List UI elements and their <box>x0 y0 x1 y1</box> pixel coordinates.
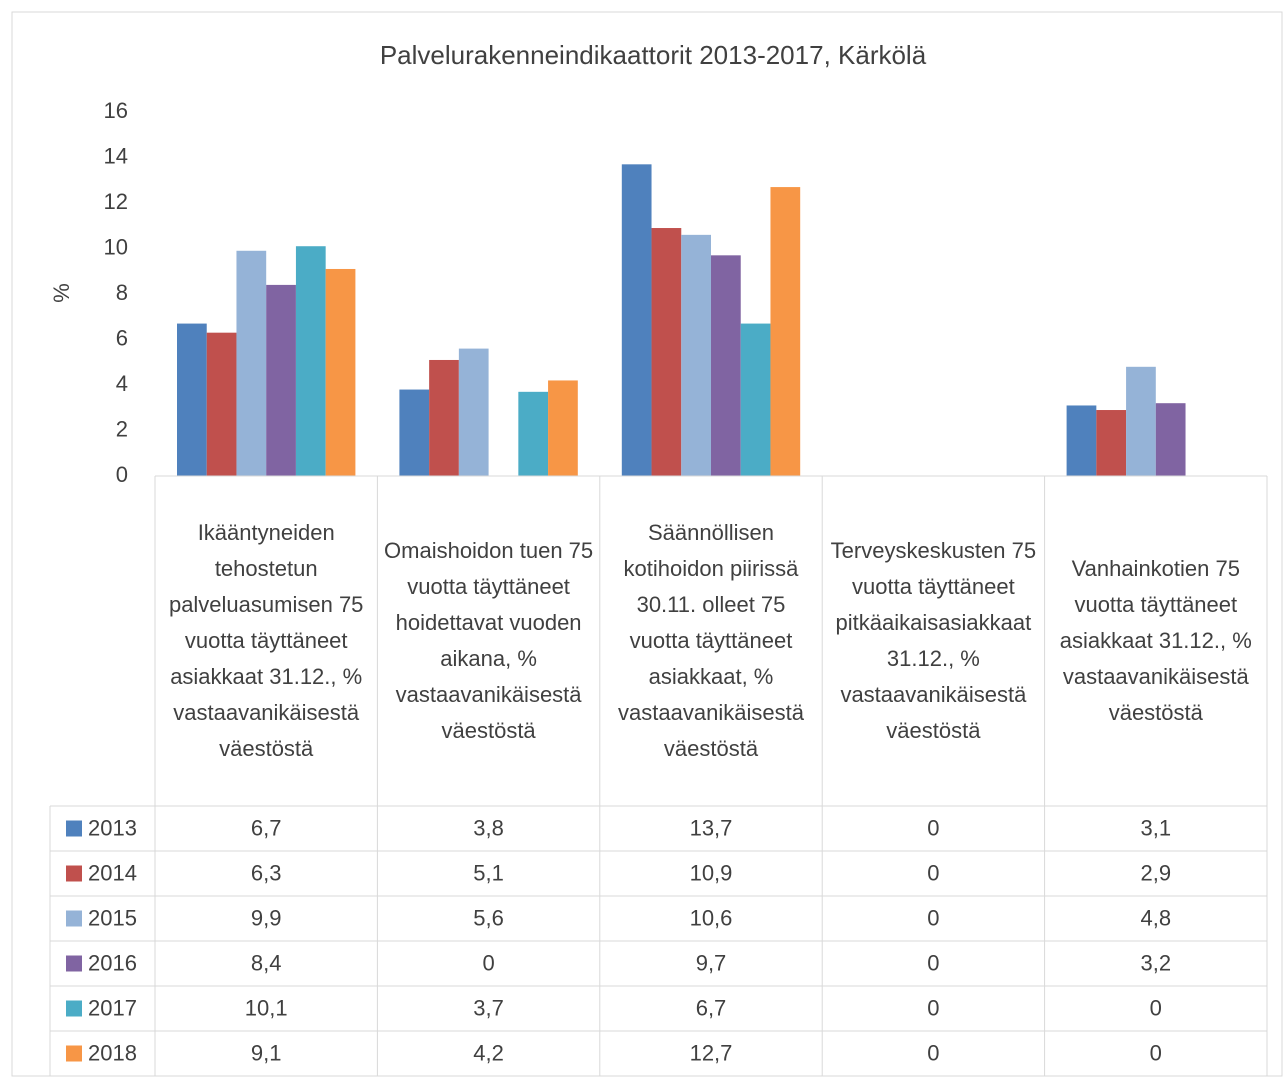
data-label: 0 <box>927 815 939 840</box>
legend-swatch <box>66 910 82 927</box>
x-tick-label: Vanhainkotien 75 vuotta täyttäneet asiak… <box>1059 556 1252 725</box>
bar <box>177 323 207 476</box>
legend-label: 2016 <box>88 950 137 975</box>
bar <box>1066 405 1097 476</box>
legend-swatch <box>66 820 82 837</box>
category-cell: Vanhainkotien 75 vuotta täyttäneet asiak… <box>1059 556 1252 725</box>
data-label: 5,1 <box>473 860 504 885</box>
category-cell: Säännöllisen kotihoidon piirissä 30.11. … <box>618 520 804 761</box>
data-label: 10,9 <box>690 860 733 885</box>
data-label: 3,1 <box>1141 815 1172 840</box>
data-label: 10,6 <box>690 905 733 930</box>
x-tick-label: Terveyskeskusten 75 vuotta täyttäneet pi… <box>830 538 1037 743</box>
data-label: 0 <box>482 950 494 975</box>
bar <box>740 323 771 476</box>
data-label: 0 <box>927 1040 939 1065</box>
bar <box>1155 403 1186 476</box>
legend-label: 2014 <box>88 860 137 885</box>
x-tick-label: Ikääntyneiden tehostetun palveluasumisen… <box>168 520 364 761</box>
data-label: 0 <box>927 950 939 975</box>
data-label: 4,8 <box>1141 905 1172 930</box>
data-label: 0 <box>1150 1040 1162 1065</box>
legend-label: 2013 <box>88 815 137 840</box>
bar <box>651 228 682 476</box>
data-label: 6,7 <box>251 815 282 840</box>
category-cell: Terveyskeskusten 75 vuotta täyttäneet pi… <box>830 538 1037 743</box>
legend-label: 2015 <box>88 905 137 930</box>
bar <box>1096 410 1127 476</box>
y-tick-label: 16 <box>104 98 128 123</box>
x-tick-label: Säännöllisen kotihoidon piirissä 30.11. … <box>618 520 804 761</box>
bar <box>681 234 711 476</box>
legend-swatch <box>66 1045 82 1062</box>
y-tick-label: 2 <box>116 416 128 441</box>
data-label: 13,7 <box>690 815 733 840</box>
chart-title: Palvelurakenneindikaattorit 2013-2017, K… <box>380 40 927 70</box>
data-label: 2,9 <box>1141 860 1172 885</box>
bar <box>295 246 326 476</box>
data-label: 9,9 <box>251 905 282 930</box>
data-label: 0 <box>927 995 939 1020</box>
bar <box>399 389 430 476</box>
data-label: 9,7 <box>696 950 727 975</box>
y-tick-label: 12 <box>104 189 128 214</box>
category-cell: Ikääntyneiden tehostetun palveluasumisen… <box>168 520 364 761</box>
data-label: 12,7 <box>690 1040 733 1065</box>
data-label: 10,1 <box>245 995 288 1020</box>
data-label: 9,1 <box>251 1040 282 1065</box>
data-label: 6,7 <box>696 995 727 1020</box>
legend-swatch <box>66 1000 82 1017</box>
y-tick-label: 8 <box>116 280 128 305</box>
bar <box>711 255 741 476</box>
data-label: 3,2 <box>1141 950 1172 975</box>
data-label: 0 <box>1150 995 1162 1020</box>
legend-label: 2017 <box>88 995 137 1020</box>
y-tick-label: 0 <box>116 462 128 487</box>
bar <box>548 380 578 476</box>
legend-label: 2018 <box>88 1040 137 1065</box>
legend-swatch <box>66 865 82 882</box>
bar <box>206 332 237 476</box>
bar <box>518 391 549 476</box>
data-label: 3,8 <box>473 815 504 840</box>
data-label: 3,7 <box>473 995 504 1020</box>
y-tick-label: 10 <box>104 234 128 259</box>
bar <box>621 164 652 476</box>
data-label: 0 <box>927 905 939 930</box>
y-tick-label: 14 <box>104 143 128 168</box>
bar <box>236 250 267 476</box>
bar <box>325 268 356 476</box>
data-label: 8,4 <box>251 950 282 975</box>
legend-swatch <box>66 955 82 972</box>
bar <box>429 359 459 476</box>
data-label: 0 <box>927 860 939 885</box>
y-tick-label: 6 <box>116 325 128 350</box>
bar <box>770 187 801 476</box>
bar <box>458 348 489 476</box>
data-label: 5,6 <box>473 905 504 930</box>
bar <box>266 284 296 476</box>
data-label: 4,2 <box>473 1040 504 1065</box>
category-cell: Omaishoidon tuen 75 vuotta täyttäneet ho… <box>384 538 594 743</box>
y-tick-label: 4 <box>116 371 128 396</box>
y-axis-label: % <box>49 283 74 303</box>
data-label: 6,3 <box>251 860 282 885</box>
x-tick-label: Omaishoidon tuen 75 vuotta täyttäneet ho… <box>384 538 594 743</box>
bar <box>1126 366 1156 476</box>
